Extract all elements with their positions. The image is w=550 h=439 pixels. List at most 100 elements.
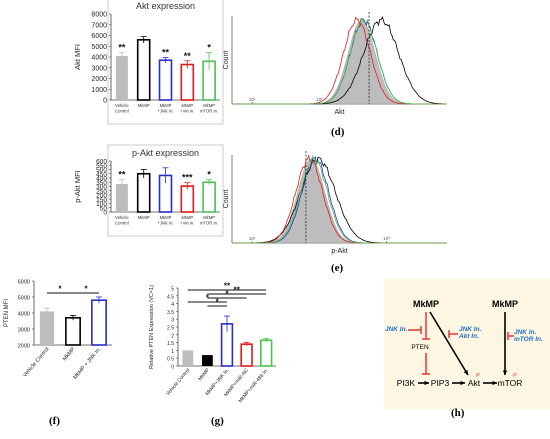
pakt-bar-y-tick-label: 100 <box>96 201 107 208</box>
pten-expr-bar-y-tick-label: 2.5 <box>167 326 174 332</box>
pathway-akt: Akt <box>468 378 481 388</box>
pakt-bar-x-tick-label: MkMP <box>181 215 193 220</box>
pten-bar-y-label: PTEN MFI <box>4 299 10 327</box>
akt-bar-x-tick-label: Control <box>115 109 129 114</box>
akt-bar-y-tick-label: 2000 <box>91 76 107 83</box>
pakt-bar-x-tick-label: Vehicle <box>115 215 129 220</box>
pakt-bar-x-tick-label: mTOR In. <box>200 221 218 226</box>
akt-bar-significance: * <box>207 43 211 53</box>
pten-expr-bar-bracket-label: * <box>225 290 229 299</box>
akt-bar-y-tick-label: 0 <box>103 98 107 105</box>
pten-expr-bar-bracket-label: ** <box>234 286 241 295</box>
akt-bar-significance: ** <box>184 51 192 61</box>
pten-bar-y-tick-label: 3000 <box>18 328 30 334</box>
pakt-bar-title: p-Akt expression <box>132 148 199 158</box>
pakt-hist-x-label: p-Akt <box>331 248 347 255</box>
pakt-bar-y-tick-label: 600 <box>96 159 107 166</box>
akt-bar-x-tick-label: mTOR In. <box>200 109 218 114</box>
pten-expr-bar-bracket-label: * <box>216 298 220 307</box>
pathway-mtor: mTOR <box>498 378 523 388</box>
pathway-mkmp-activates-akt-head <box>463 370 468 375</box>
akt-hist-x-label: Akt <box>334 109 344 116</box>
akt-hist-x-tick-label: 10² <box>316 97 323 102</box>
pten-bar-bracket-label: * <box>84 285 88 294</box>
akt-hist-series-green <box>232 16 446 105</box>
akt-bar-y-tick-label: 5000 <box>91 44 107 51</box>
pakt-bar-significance: ** <box>118 170 126 180</box>
pakt-bar-frame <box>107 144 224 237</box>
pakt-bar-y-tick-label: 0 <box>103 210 107 217</box>
pten-expr-bar-y-tick-label: 3.5 <box>167 310 174 316</box>
pakt-hist-series-green <box>232 155 446 244</box>
pakt-bar-y-tick-label: 500 <box>96 167 107 174</box>
akt-bar-bar <box>115 55 128 100</box>
pten-expr-bar-y-tick-label: 4.5 <box>167 294 174 300</box>
pathway-inhibitor-jnk-mtor: JNK In. <box>514 329 537 336</box>
pten-bar-y-tick-label: 5000 <box>18 296 30 302</box>
pakt-bar-x-tick-label: +JNK In. <box>157 221 173 226</box>
pathway-panel-background <box>384 279 550 409</box>
pakt-bar-y-tick-label: 50 <box>100 205 108 212</box>
pathway-pip3: PIP3 <box>431 378 450 388</box>
akt-bar-y-tick-label: 8000 <box>91 12 107 19</box>
pten-bar-bracket-label: * <box>58 285 62 294</box>
pten-bar-y-tick-label: 6000 <box>18 280 30 286</box>
panel-label-g: (g) <box>211 415 224 427</box>
akt-bar-significance: ** <box>118 43 126 53</box>
pten-expr-bar-y-tick-label: 2 <box>171 333 174 339</box>
pakt-bar-y-tick-label: 200 <box>96 193 107 200</box>
akt-bar-x-tick-label: MkMP <box>160 103 172 108</box>
pathway-inhibitor-jnk-akt: Akt In. <box>458 333 479 340</box>
panel-label-e: (e) <box>331 262 344 274</box>
pakt-hist-x-tick-label: 10¹ <box>249 236 256 241</box>
pten-expr-bar-y-tick-label: 3 <box>171 318 174 324</box>
pathway-mkmp-activates-akt <box>429 311 469 376</box>
pathway-pip3-to-akt-head <box>460 380 465 386</box>
akt-bar-x-tick-label: MkMP <box>138 103 150 108</box>
akt-hist-x-tick-label: 10¹ <box>249 97 256 102</box>
pathway-pi3k-to-pip3-head <box>424 380 429 386</box>
pathway-mkmp-right: MkMP <box>492 299 518 309</box>
pten-bar-y-tick-label: 2000 <box>18 344 30 350</box>
pathway-phospho-akt: P <box>476 373 480 379</box>
pathway-inhibitor-jnk-akt: JNK In. <box>459 326 482 333</box>
pakt-bar-y-tick-label: 350 <box>96 180 107 187</box>
pten-expr-bar-bracket-label: ** <box>224 282 231 291</box>
pakt-bar-y-tick-label: 150 <box>96 197 107 204</box>
pten-expr-bar-bracket-label: * <box>206 294 210 303</box>
pten-expr-bar-y-tick-label: 1 <box>171 349 174 355</box>
akt-bar-y-tick-label: 7000 <box>91 22 107 29</box>
akt-bar-y-tick-label: 3000 <box>91 65 107 72</box>
pten-expr-bar-bar <box>182 350 194 366</box>
pathway-mkmp-left: MkMP <box>413 299 439 309</box>
akt-bar-y-tick-label: 6000 <box>91 33 107 40</box>
pten-expr-bar-y-tick-label: 0.5 <box>167 357 174 363</box>
akt-bar-x-tick-label: Vehicle <box>115 103 129 108</box>
pakt-bar-significance: *** <box>182 173 193 183</box>
pten-bar-bar <box>39 311 55 345</box>
pakt-bar-x-tick-label: +Akt In. <box>180 221 194 226</box>
pten-expr-bar-y-tick-label: 5 <box>171 287 174 293</box>
pakt-bar-y-tick-label: 250 <box>96 188 107 195</box>
akt-bar-x-tick-label: MkMP <box>181 103 193 108</box>
pten-bar-y-tick-label: 4000 <box>18 312 30 318</box>
pathway-inhibitor-jnk-mtor: mTOR In. <box>514 336 543 343</box>
akt-bar-x-tick-label: +JNK In. <box>157 109 173 114</box>
pten-expr-bar-y-label: Relative PTEN Expression (VC=1) <box>149 285 155 369</box>
pathway-pi3k: PI3K <box>397 378 416 388</box>
pathway-phospho-mtor: P <box>513 373 517 379</box>
akt-bar-title: Akt expression <box>136 1 195 11</box>
pathway-inhibitor-jnk: JNK In. <box>385 326 408 333</box>
pten-expr-bar-y-tick-label: 1.5 <box>167 341 174 347</box>
akt-bar-y-tick-label: 4000 <box>91 55 107 62</box>
pakt-bar-y-tick-label: 450 <box>96 171 107 178</box>
akt-bar-y-tick-label: 1000 <box>91 87 107 94</box>
pakt-bar-y-tick-label: 300 <box>96 184 107 191</box>
akt-bar-frame <box>107 0 224 125</box>
pten-expr-bar-y-tick-label: 4 <box>171 302 174 308</box>
